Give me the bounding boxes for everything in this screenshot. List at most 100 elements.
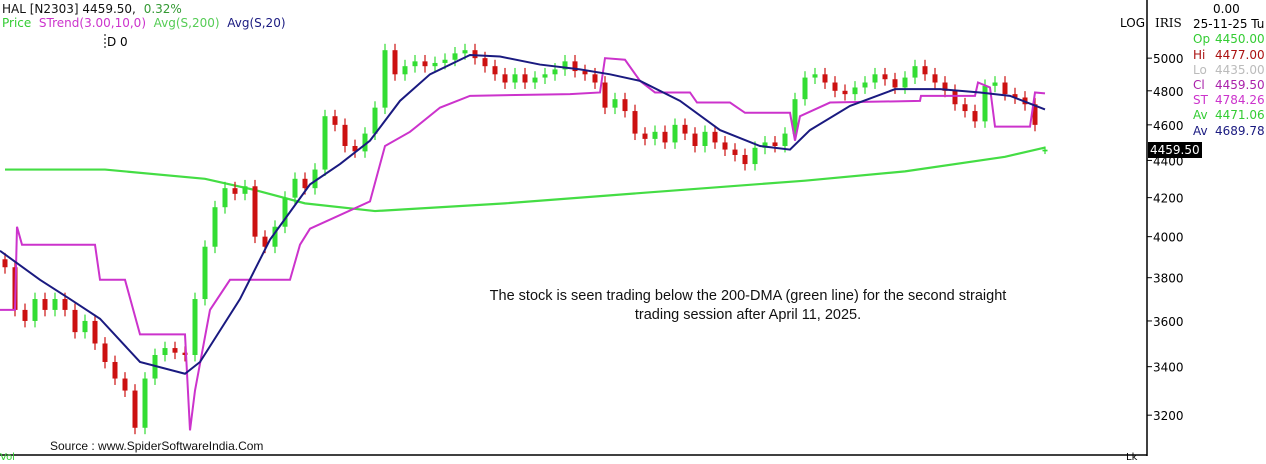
candle-body <box>312 169 318 189</box>
candle-body <box>752 147 758 165</box>
y-tick-label: 4800 <box>1153 85 1184 99</box>
candle-body <box>802 77 808 100</box>
source-credit: Source : www.SpiderSoftwareIndia.Com <box>50 439 264 453</box>
candle-body <box>492 66 498 75</box>
candle-body <box>952 90 958 105</box>
symbol-price: HAL [N2303] 4459.50, <box>2 2 136 16</box>
info-value: 4477.00 <box>1215 47 1265 62</box>
candle-body <box>1002 82 1008 95</box>
candle-body <box>862 82 868 88</box>
candle-body <box>632 111 638 134</box>
candle-body <box>102 343 108 362</box>
candle-body <box>832 82 838 91</box>
candle-body <box>422 61 428 67</box>
candle-body <box>622 99 628 112</box>
candle-body <box>772 142 778 146</box>
candle-body <box>572 61 578 72</box>
candle-body <box>462 50 468 54</box>
indicator-legend: Price STrend(3.00,10,0) Avg(S,200) Avg(S… <box>2 16 286 30</box>
candle-body <box>942 82 948 91</box>
info-key: Av <box>1193 108 1208 123</box>
y-tick-label: 3200 <box>1153 409 1184 423</box>
candle-body <box>262 236 268 247</box>
candle-body <box>432 62 438 67</box>
candle-body <box>972 111 978 122</box>
candle-body <box>902 77 908 88</box>
candle-body <box>532 77 538 83</box>
candle-body <box>2 259 8 268</box>
info-value: 4450.00 <box>1215 32 1265 47</box>
candle-body <box>142 378 148 428</box>
candle-body <box>22 309 28 321</box>
candle-body <box>652 131 658 139</box>
candle-body <box>682 124 688 134</box>
candle-body <box>172 348 178 353</box>
candle-body <box>62 299 68 310</box>
candle-body <box>672 124 678 143</box>
candle-body <box>362 133 368 152</box>
info-key: Av <box>1193 123 1208 138</box>
candle-body <box>132 390 138 428</box>
candle-body <box>342 124 348 146</box>
y-tick-label: 3800 <box>1153 272 1184 286</box>
candle-body <box>182 352 188 355</box>
info-value: 4459.50 <box>1215 78 1265 93</box>
candle-body <box>482 58 488 67</box>
candle-body <box>202 246 208 300</box>
candle-body <box>1032 104 1038 125</box>
candle-body <box>372 107 378 134</box>
candle-body <box>612 99 618 108</box>
info-row-av: Av 4689.78 <box>1193 124 1265 139</box>
y-tick-label: 4200 <box>1153 192 1184 206</box>
candle-body <box>702 131 708 146</box>
annotation-line-2: trading session after April 11, 2025. <box>634 307 862 323</box>
candle-body <box>332 116 338 125</box>
candle-body <box>882 74 888 80</box>
sma20-line <box>0 53 1046 375</box>
candle-body <box>562 61 568 70</box>
candle-body <box>892 79 898 88</box>
volume-pane-label: Vol <box>0 452 15 463</box>
info-value: 4471.06 <box>1215 108 1265 123</box>
candle-body <box>872 74 878 83</box>
info-date: 25-11-25 Tu <box>1193 17 1265 32</box>
y-tick-label: 4600 <box>1153 119 1184 133</box>
candle-body <box>322 116 328 170</box>
sma200-line <box>5 146 1046 213</box>
log-scale-toggle[interactable]: LOG <box>1120 16 1146 30</box>
y-tick-label: 4000 <box>1153 231 1184 245</box>
candle-body <box>382 50 388 108</box>
legend-sma200[interactable]: Avg(S,200) <box>153 16 220 30</box>
candle-body <box>282 197 288 227</box>
info-value: 4435.00 <box>1215 62 1265 77</box>
candle-body <box>852 87 858 95</box>
candle-body <box>992 82 998 86</box>
candle-body <box>392 50 398 75</box>
candle-body <box>302 178 308 189</box>
info-key: ST <box>1193 93 1208 108</box>
legend-sma20[interactable]: Avg(S,20) <box>227 16 286 30</box>
y-tick-label: 3400 <box>1153 361 1184 375</box>
legend-price[interactable]: Price <box>2 16 32 30</box>
candle-body <box>72 309 78 333</box>
candle-body <box>512 74 518 83</box>
candle-body <box>452 53 458 60</box>
chart-annotation: The stock is seen trading below the 200-… <box>440 287 1056 325</box>
candle-body <box>592 74 598 83</box>
annotation-line-1: The stock is seen trading below the 200-… <box>489 288 1007 304</box>
supertrend-line <box>0 57 1046 431</box>
legend-supertrend[interactable]: STrend(3.00,10,0) <box>38 16 146 30</box>
candle-body <box>712 131 718 143</box>
info-row-st: ST 4784.26 <box>1193 93 1265 108</box>
candle-body <box>1042 149 1048 152</box>
info-panel: 0.00 25-11-25 Tu Op 4450.00 Hi 4477.00 Lo 443… <box>1193 2 1265 139</box>
candle-body <box>662 131 668 143</box>
info-row-hi: Hi 4477.00 <box>1193 48 1265 63</box>
info-row-lo: Lo 4435.00 <box>1193 63 1265 78</box>
candle-body <box>192 299 198 355</box>
candle-body <box>742 154 748 165</box>
candle-body <box>842 90 848 95</box>
candle-body <box>1012 94 1018 98</box>
chart-header: HAL [N2303] 4459.50, 0.32% <box>2 2 182 16</box>
